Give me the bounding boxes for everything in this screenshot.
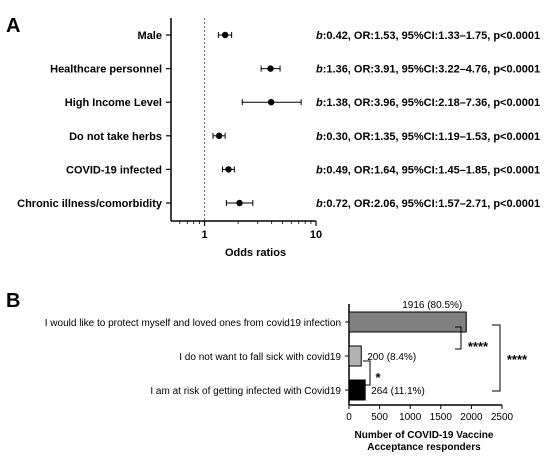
estimate-annotation: b:1.36, OR:3.91, 95%CI:3.22–4.76, p<0.00…	[316, 64, 540, 76]
annotation-text: :1.38, OR:3.96, 95%CI:2.18–7.36, p<0.000…	[323, 97, 540, 109]
x-tick-label: 1	[201, 229, 207, 241]
category-label: Healthcare personnel	[50, 64, 162, 76]
annotation-text: :1.36, OR:3.91, 95%CI:3.22–4.76, p<0.000…	[323, 64, 540, 76]
category-label: I do not want to fall sick with covid19	[179, 352, 341, 363]
x-axis-title: Odds ratios	[225, 247, 286, 259]
bar	[348, 311, 467, 333]
category-label: COVID-19 infected	[66, 164, 162, 176]
category-label: I am at risk of getting infected with Co…	[150, 386, 341, 397]
value-label: 200 (8.4%)	[367, 352, 416, 363]
panel-b-label: B	[6, 290, 20, 312]
panel-b-bar-chart: 0 500 1000 1500 2000 2500 Number of COVID-19 V…	[45, 300, 528, 453]
annotation-prefix: b	[316, 164, 323, 176]
annotation-prefix: b	[316, 131, 323, 143]
significance-label: ****	[507, 352, 528, 367]
x-tick-label: 10	[310, 229, 322, 241]
category-label: Male	[138, 30, 162, 42]
odds-ratio-point	[221, 31, 229, 39]
annotation-prefix: b	[316, 97, 323, 109]
panel-a-label: A	[6, 15, 20, 37]
significance-label: ****	[468, 339, 489, 354]
odds-ratio-point	[267, 65, 274, 72]
category-label: Do not take herbs	[69, 131, 162, 143]
category-label: High Income Level	[65, 97, 162, 109]
odds-ratio-point	[225, 166, 232, 173]
x-tick-label: 0	[346, 412, 352, 423]
estimate-annotation: b:1.38, OR:3.96, 95%CI:2.18–7.36, p<0.00…	[316, 97, 540, 109]
x-tick-label: 500	[371, 412, 388, 423]
bar	[348, 379, 366, 401]
annotation-text: :0.49, OR:1.64, 95%CI:1.45–1.85, p<0.000…	[323, 164, 540, 176]
category-label: Chronic illness/comorbidity	[17, 198, 163, 210]
significance-bracket	[455, 326, 462, 350]
bar	[348, 345, 362, 367]
estimate-annotation: b:0.49, OR:1.64, 95%CI:1.45–1.85, p<0.00…	[316, 164, 540, 176]
odds-ratio-point	[236, 199, 243, 207]
value-label: 1916 (80.5%)	[402, 300, 462, 311]
x-tick-label: 1500	[430, 412, 453, 423]
annotation-prefix: b	[316, 64, 323, 76]
x-tick-label: 1000	[399, 412, 422, 423]
annotation-text: :0.30, OR:1.35, 95%CI:1.19–1.53, p<0.000…	[323, 131, 540, 143]
annotation-prefix: b	[316, 30, 323, 42]
odds-ratio-point	[215, 132, 223, 139]
estimate-annotation: b:0.72, OR:2.06, 95%CI:1.57–2.71, p<0.00…	[316, 198, 540, 210]
significance-label: *	[375, 370, 381, 385]
estimate-annotation: b:0.30, OR:1.35, 95%CI:1.19–1.53, p<0.00…	[316, 131, 540, 143]
x-tick-label: 2000	[460, 412, 483, 423]
annotation-prefix: b	[316, 198, 323, 210]
significance-bracket	[492, 324, 501, 392]
value-label: 264 (11.1%)	[371, 386, 425, 397]
annotation-text: :0.72, OR:2.06, 95%CI:1.57–2.71, p<0.000…	[323, 198, 540, 210]
annotation-text: :0.42, OR:1.53, 95%CI:1.33–1.75, p<0.000…	[323, 30, 540, 42]
significance-bracket	[363, 360, 371, 386]
odds-ratio-point	[267, 99, 275, 106]
estimate-annotation: b:0.42, OR:1.53, 95%CI:1.33–1.75, p<0.00…	[316, 30, 540, 42]
x-axis-title-line2: Acceptance responders	[367, 442, 481, 453]
x-tick-label: 2500	[491, 412, 514, 423]
category-label: I would like to protect myself and loved…	[45, 318, 341, 329]
x-axis-title-line1: Number of COVID-19 Vaccine	[355, 430, 494, 441]
